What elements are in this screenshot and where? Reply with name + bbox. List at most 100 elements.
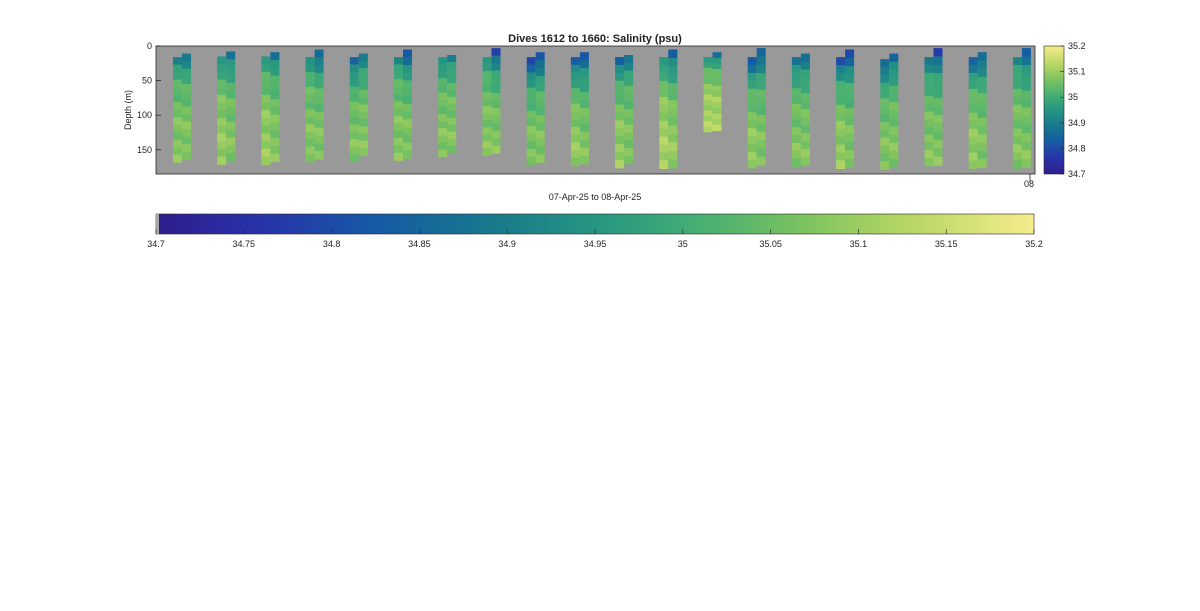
profile-cell [624,148,634,157]
profile-cell [977,117,987,127]
profile-cell [403,49,412,58]
profile-cell [800,77,810,87]
profile-cell [924,95,934,105]
profile-cell [579,155,589,165]
dive-profile [314,49,324,160]
profile-cell [173,57,182,66]
side-colorbar-tick-label: 34.9 [1068,118,1086,128]
profile-cell [1021,141,1031,151]
profile-cell [491,130,501,139]
dive-profile [438,57,448,158]
profile-cell [977,150,987,160]
profile-cell [668,150,678,160]
profile-cell [358,75,368,84]
profile-cell [880,122,890,131]
profile-cell [217,148,227,158]
profile-cell [305,154,315,163]
profile-cell [977,134,987,144]
profile-cell [624,62,634,72]
profile-cell [968,80,978,90]
profile-cell [579,107,589,117]
profile-cell [1021,99,1031,109]
profile-cell [968,57,978,66]
profile-cell [615,72,625,82]
profile-cell [314,57,324,66]
profile-cell [668,100,678,110]
profile-cell [349,154,359,163]
profile-cell [968,88,978,98]
profile-cell [438,121,448,129]
dive-profile [968,57,978,170]
profile-cell [836,136,846,146]
profile-cell [217,141,227,150]
profile-cell [482,92,492,100]
dive-profile [261,56,271,165]
profile-cell [845,57,855,67]
profile-cell [261,71,271,81]
profile-cell [703,67,713,74]
profile-cell [358,104,368,113]
profile-cell [756,56,766,66]
profile-cell [182,129,191,138]
profile-cell [447,89,457,98]
profile-cell [182,144,191,153]
profile-cell [491,55,501,64]
profile-cell [845,99,855,109]
profile-cell [756,139,766,149]
profile-cell [668,108,678,118]
profile-cell [491,115,501,124]
profile-cell [924,119,934,128]
profile-cell [624,109,634,118]
profile-cell [836,96,846,106]
profile-cell [270,83,280,92]
profile-cell [579,139,589,149]
profile-cell [933,131,943,141]
profile-cell [659,96,669,106]
profile-cell [624,86,634,95]
profile-cell [482,134,492,142]
profile-cell [659,73,669,82]
profile-cell [438,92,448,101]
profile-cell [535,52,545,61]
profile-cell [314,65,324,74]
profile-cell [747,120,757,129]
profile-cell [447,124,457,133]
profile-cell [659,144,669,154]
profile-cell [447,55,457,63]
plot-background [156,46,1035,174]
profile-cell [314,72,324,82]
bottom-colorbar-tick-label: 35.1 [850,239,868,249]
dive-profile [447,55,457,154]
profile-cell [261,79,271,88]
profile-cell [526,103,536,112]
profile-cell [880,129,890,139]
profile-cell [579,100,589,109]
profile-cell [924,111,934,120]
profile-cell [800,133,810,142]
side-colorbar-ramp [1043,45,1065,175]
profile-cell [394,93,403,102]
profile-cell [1012,73,1022,82]
profile-cell [261,94,271,104]
profile-cell [747,72,757,82]
dive-profile [924,57,934,167]
profile-cell [491,48,501,57]
profile-cell [977,85,987,94]
profile-cell [491,93,501,102]
profile-cell [438,99,448,108]
profile-cell [526,80,536,89]
profile-cell [270,138,280,147]
profile-cell [482,148,492,156]
profile-cell [624,70,634,79]
profile-cell [358,82,368,91]
profile-cell [880,74,890,84]
profile-cell [968,128,978,138]
profile-cell [703,78,713,85]
profile-cell [756,81,766,91]
profile-cell [403,80,412,89]
profile-cell [570,95,580,105]
profile-cell [438,71,448,79]
profile-cell [977,158,987,168]
profile-cell [358,89,368,98]
profile-cell [880,106,890,115]
